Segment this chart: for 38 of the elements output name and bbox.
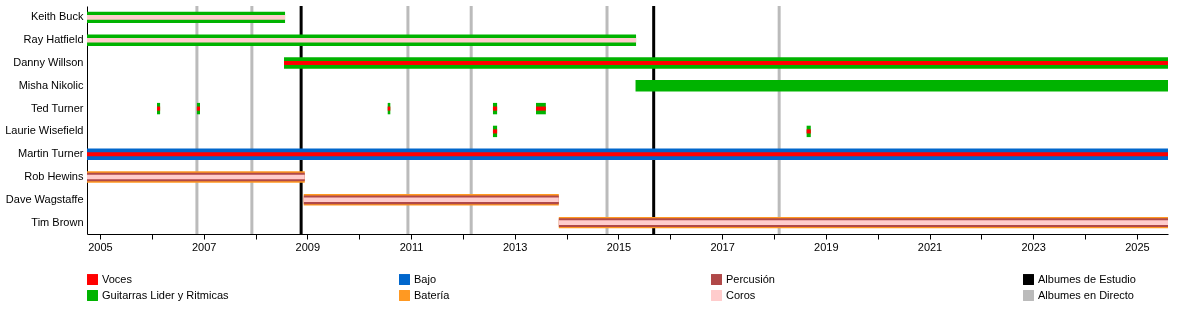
x-tick-label: 2019 [814,240,839,253]
y-tick-label: Tim Brown [31,215,84,228]
y-tick-label: Misha Nikolic [18,78,84,91]
legend-label: Albumes de Estudio [1038,272,1136,285]
bar [492,106,498,111]
x-tick-label: 2021 [917,240,943,253]
bar [806,129,811,134]
x-tick-label: 2023 [1021,240,1046,253]
y-tick-label: Danny Willson [13,56,84,68]
y-tick-label: Dave Wagstaffe [5,192,84,205]
legend-label: Voces [102,272,133,285]
bar [535,106,546,111]
y-tick-label: Keith Buck [30,10,84,23]
bar [87,152,1168,157]
bar [87,15,286,20]
legend-label: Bajo [414,272,437,285]
bar [196,106,201,111]
legend-label: Batería [414,288,451,301]
x-tick-label: 2017 [710,240,735,253]
x-tick-label: 2025 [1125,240,1150,253]
bar [492,129,498,134]
bar [635,80,1168,92]
legend-label: Albumes en Directo [1038,288,1134,301]
x-tick-label: 2015 [606,240,632,253]
y-tick-label: Rob Hewins [24,170,84,182]
legend-label: Percusión [726,272,775,285]
y-tick-label: Ted Turner [30,101,84,114]
y-tick-label: Ray Hatfield [23,33,84,46]
x-tick-label: 2011 [399,240,424,253]
x-tick-label: 2013 [502,240,528,253]
bar [156,106,161,111]
x-tick-label: 2005 [88,240,113,253]
x-tick-label: 2007 [191,240,217,253]
x-tick-label: 2009 [295,240,321,253]
y-tick-label: Laurie Wisefield [5,124,84,137]
legend-label: Guitarras Lider y Ritmicas [102,288,230,301]
legend-label: Coros [726,288,756,301]
y-tick-label: Martin Turner [18,147,84,160]
